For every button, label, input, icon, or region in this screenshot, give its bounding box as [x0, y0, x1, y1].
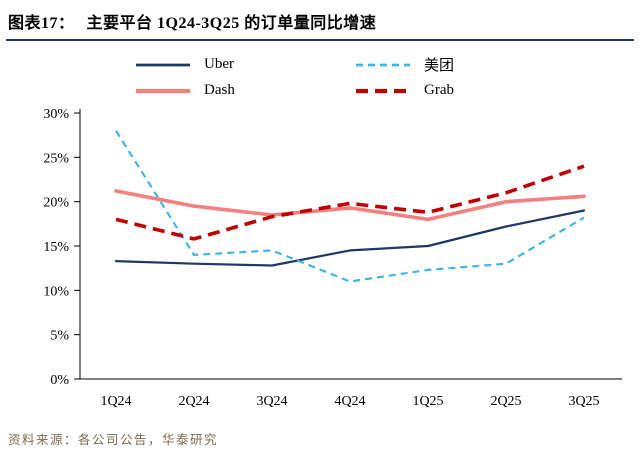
x-tick-label: 3Q24	[256, 394, 287, 409]
y-tick-label: 0%	[50, 373, 69, 388]
y-tick-label: 30%	[43, 107, 69, 122]
legend-item-1: 美团	[355, 54, 505, 75]
legend-item-0: Uber	[135, 54, 285, 75]
series-line-1	[115, 130, 585, 283]
y-tick-label: 5%	[50, 329, 69, 344]
x-tick-label: 4Q24	[334, 394, 365, 409]
y-tick-label: 25%	[43, 151, 69, 166]
legend-label: Dash	[204, 82, 235, 98]
figure-title: 图表17： 主要平台 1Q24-3Q25 的订单量同比增速	[0, 0, 640, 38]
figure-title-text: 主要平台 1Q24-3Q25 的订单量同比增速	[86, 15, 377, 32]
y-tick-label: 20%	[43, 196, 69, 211]
x-tick-label: 1Q25	[412, 394, 443, 409]
x-tick-label: 3Q25	[568, 394, 599, 409]
legend-item-3: Grab	[355, 82, 505, 99]
series-line-2	[114, 189, 586, 222]
legend-swatch-line	[356, 88, 410, 93]
y-tick-label: 15%	[43, 240, 69, 255]
x-tick-label: 1Q24	[100, 394, 131, 409]
figure-label: 图表17：	[8, 15, 75, 32]
y-tick-label: 10%	[43, 284, 69, 299]
x-tick-label: 2Q24	[178, 394, 209, 409]
title-divider	[6, 39, 634, 41]
legend-label: 美团	[424, 58, 455, 74]
legend-swatch-line	[136, 63, 190, 66]
legend-swatch-line	[136, 88, 190, 93]
x-tick-label: 2Q25	[490, 394, 521, 409]
legend-label: Uber	[204, 56, 234, 72]
line-chart: 0% 5% 10% 15% 20% 25% 30% 1Q24 2Q24 3Q24 4Q24 1Q25 2…	[43, 107, 622, 409]
legend-swatch-line	[356, 63, 410, 66]
series-line-3	[115, 164, 585, 241]
legend-item-2: Dash	[135, 82, 285, 99]
series-line-0	[114, 209, 586, 267]
source-note: 资料来源：各公司公告，华泰研究	[8, 433, 219, 447]
legend-label: Grab	[424, 82, 454, 98]
legend: Uber 美团 Dash Grab	[0, 54, 640, 99]
